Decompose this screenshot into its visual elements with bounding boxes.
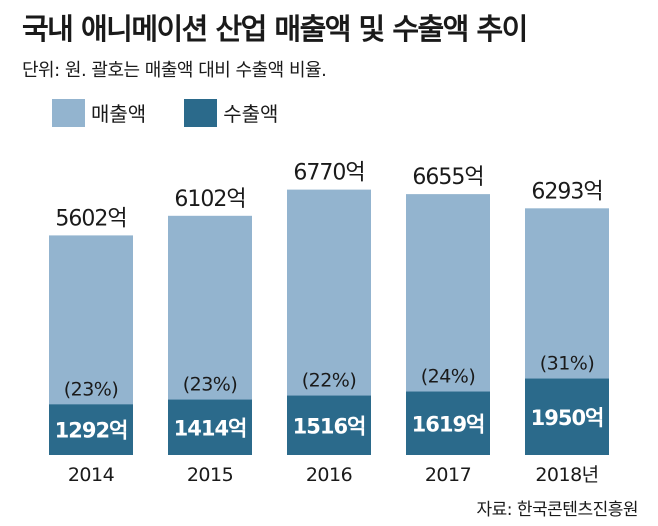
export-bar bbox=[287, 395, 371, 455]
ratio-label: (22%) bbox=[302, 370, 357, 392]
ratio-label: (31%) bbox=[540, 353, 595, 375]
legend: 매출액 수출액 bbox=[52, 98, 316, 127]
export-bar bbox=[525, 378, 609, 455]
export-value-label: 1292억 bbox=[55, 419, 128, 443]
legend-item-export: 수출액 bbox=[184, 98, 278, 127]
x-tick-label: 2014 bbox=[68, 464, 115, 486]
legend-label-sales: 매출액 bbox=[91, 102, 147, 126]
legend-swatch-export bbox=[184, 98, 218, 127]
export-value-label: 1950억 bbox=[531, 406, 604, 430]
x-tick-label: 2018년 bbox=[535, 464, 598, 486]
ratio-label: (23%) bbox=[183, 374, 238, 396]
x-tick-label: 2017 bbox=[425, 464, 471, 486]
legend-label-export: 수출액 bbox=[223, 102, 279, 126]
ratio-label: (24%) bbox=[421, 366, 476, 388]
export-value-label: 1619억 bbox=[412, 412, 485, 436]
legend-swatch-sales bbox=[52, 98, 85, 127]
x-tick-label: 2016 bbox=[306, 464, 352, 486]
legend-item-sales: 매출액 bbox=[52, 98, 146, 127]
x-tick-label: 2015 bbox=[187, 464, 233, 486]
chart-title: 국내 애니메이션 산업 매출액 및 수출액 추이 bbox=[22, 12, 528, 46]
source-note: 자료: 한국콘텐츠진흥원 bbox=[476, 500, 638, 520]
ratio-label: (23%) bbox=[64, 378, 119, 400]
export-value-label: 1516억 bbox=[293, 414, 366, 438]
sales-value-label: 6655억 bbox=[412, 165, 483, 190]
sales-value-label: 6102억 bbox=[174, 187, 245, 212]
chart-subtitle: 단위: 원. 괄호는 매출액 대비 수출액 비율. bbox=[22, 60, 327, 81]
export-value-label: 1414억 bbox=[174, 416, 247, 440]
export-bar bbox=[406, 391, 490, 455]
export-bar bbox=[168, 399, 252, 455]
sales-value-label: 5602억 bbox=[55, 206, 126, 231]
sales-value-label: 6293억 bbox=[531, 179, 602, 204]
sales-value-label: 6770억 bbox=[293, 161, 364, 186]
export-bar bbox=[49, 404, 133, 455]
